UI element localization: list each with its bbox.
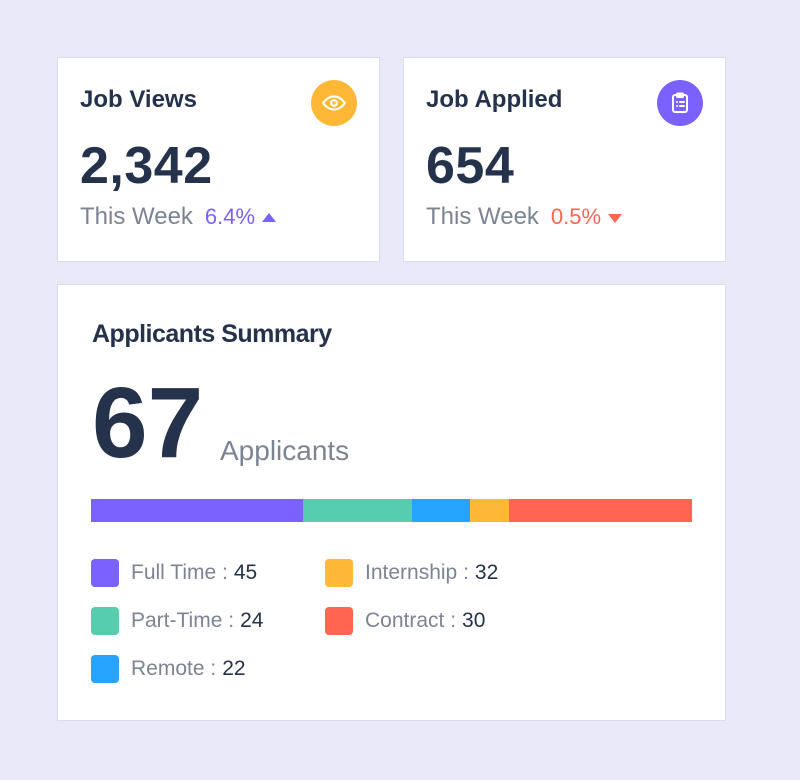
legend-item-full-time: Full Time : 45 (91, 559, 257, 587)
job-applied-card: Job Applied 654 This Week 0.5% (403, 57, 726, 262)
job-applied-period: This Week (426, 203, 539, 230)
legend-value: 30 (462, 609, 486, 632)
bar-segment-remote (411, 499, 470, 522)
legend-item-remote: Remote : 22 (91, 655, 246, 683)
internship-swatch (325, 559, 353, 587)
applicants-distribution-bar (91, 499, 692, 522)
job-views-period-row: This Week 6.4% (80, 203, 277, 231)
bar-segment-contract (508, 499, 692, 522)
legend-item-internship: Internship : 32 (325, 559, 498, 587)
trend-up-icon (261, 203, 277, 231)
trend-down-icon (607, 203, 623, 231)
applicants-summary-card: Applicants Summary 67 Applicants Full Ti… (57, 284, 726, 721)
bar-segment-internship (469, 499, 509, 522)
summary-unit: Applicants (220, 435, 350, 466)
job-applied-period-row: This Week 0.5% (426, 203, 623, 231)
job-applied-change: 0.5% (550, 204, 602, 229)
job-views-period: This Week (80, 203, 193, 230)
legend-label: Internship (365, 561, 458, 584)
legend-value: 32 (474, 561, 499, 584)
summary-title: Applicants Summary (92, 320, 332, 348)
legend-label: Part-Time (131, 609, 223, 632)
remote-swatch (91, 655, 119, 683)
part-time-swatch (91, 607, 119, 635)
summary-total: 67 (92, 367, 204, 479)
contract-swatch (325, 607, 353, 635)
job-applied-value: 654 (426, 137, 515, 195)
job-views-change: 6.4% (204, 204, 256, 229)
job-views-value: 2,342 (80, 137, 213, 195)
legend-item-contract: Contract : 30 (325, 607, 485, 635)
job-views-title: Job Views (80, 86, 197, 113)
full-time-swatch (91, 559, 119, 587)
bar-segment-part-time (303, 499, 412, 522)
legend-label: Contract (365, 609, 445, 632)
legend-value: 22 (222, 657, 246, 680)
legend-label: Full Time (131, 561, 217, 584)
eye-icon (311, 80, 357, 126)
legend-item-part-time: Part-Time : 24 (91, 607, 263, 635)
clipboard-icon (657, 80, 703, 126)
legend-label: Remote (131, 657, 205, 680)
legend-value: 45 (233, 561, 258, 584)
legend-value: 24 (240, 609, 264, 632)
job-applied-title: Job Applied (426, 86, 563, 113)
job-views-card: Job Views 2,342 This Week 6.4% (57, 57, 380, 262)
bar-segment-full-time (91, 499, 304, 522)
